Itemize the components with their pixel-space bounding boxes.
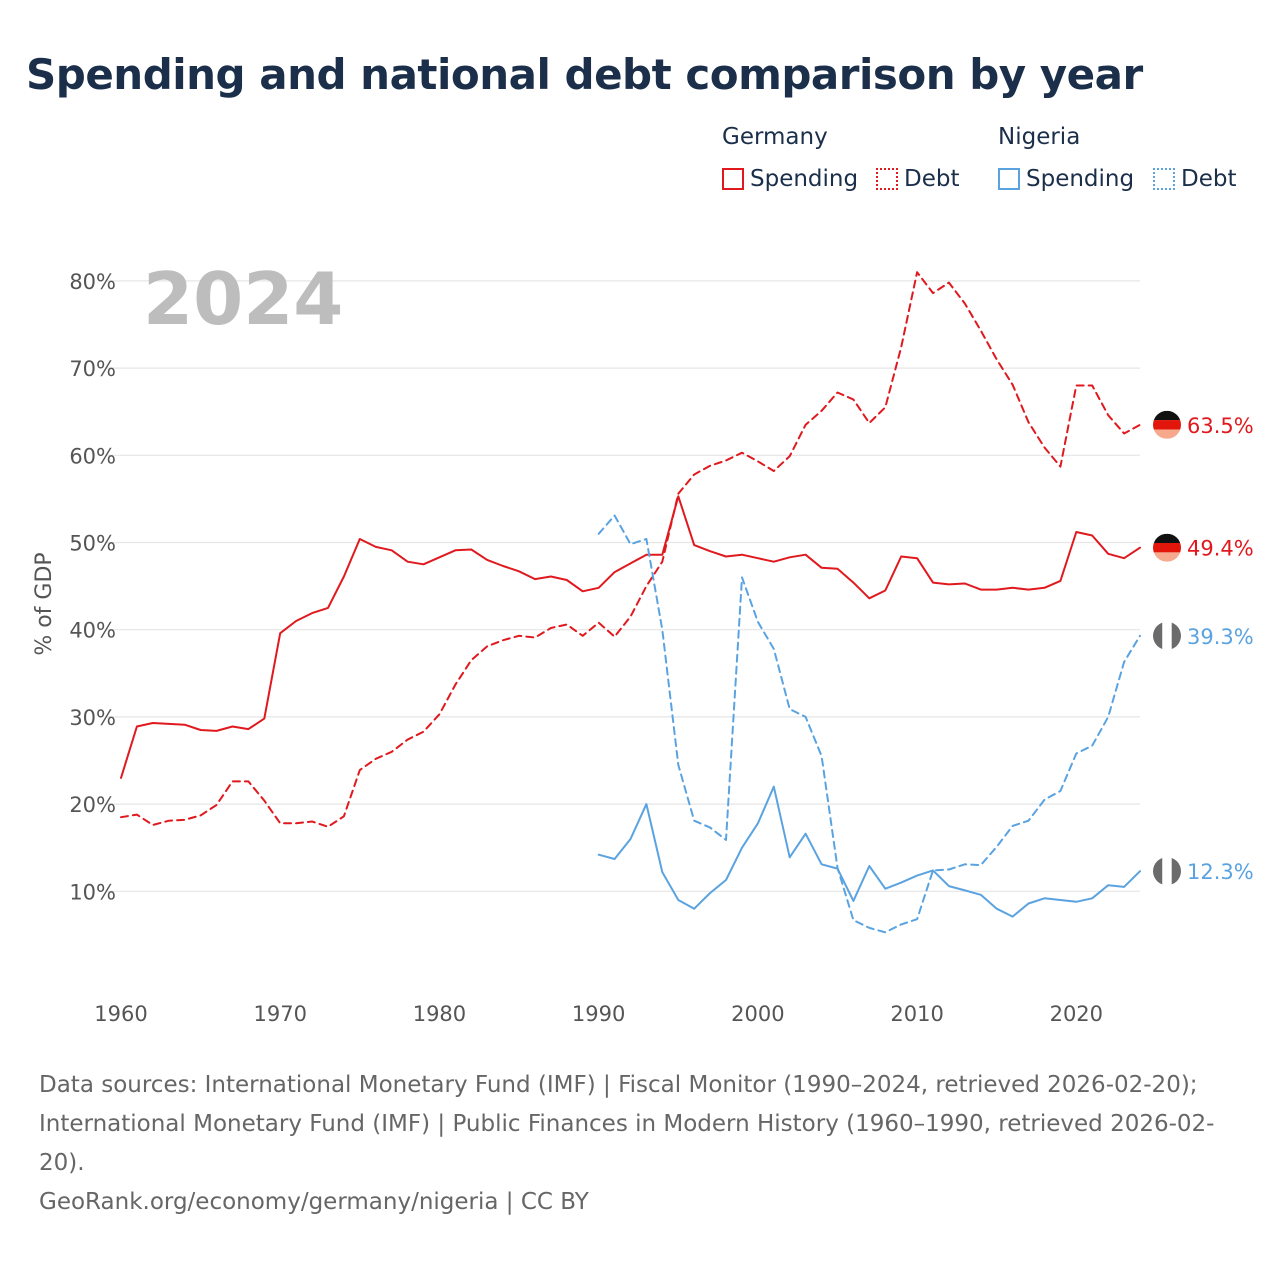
y-tick-label: 80% [69,270,116,294]
legend-entry-label: Spending [750,166,859,192]
germany-flag-icon [1153,410,1181,439]
series-line-nigeria-debt[interactable] [597,514,1141,934]
legend-entry-germany-debt[interactable]: Debt [876,166,959,192]
data-sources-text: Data sources: International Monetary Fun… [39,1072,1215,1176]
y-axis-label: % of GDP [32,552,57,655]
x-tick-label: 2000 [731,1002,784,1026]
x-tick-label: 1970 [253,1002,306,1026]
y-tick-label: 70% [69,357,116,381]
footer: Data sources: International Monetary Fun… [39,1066,1239,1222]
credit-link[interactable]: GeoRank.org/economy/germany/nigeria | CC… [39,1189,589,1215]
x-tick-label: 1960 [94,1002,147,1026]
y-tick-label: 30% [69,706,116,730]
legend-swatch-dashed-icon [876,168,898,190]
y-tick-label: 60% [69,444,116,468]
legend-swatch-dashed-icon [1153,168,1175,190]
y-axis-ticks: 10% 20% 30% 40% 50% 60% 70% 80% [69,270,116,904]
year-watermark: 2024 [143,257,343,341]
end-value-label: 12.3% [1187,860,1254,884]
legend-entry-label: Spending [1026,166,1135,192]
series-line-germany-debt[interactable] [120,271,1141,828]
series-lines [120,271,1141,934]
legend-group-title: Nigeria [998,124,1081,150]
nigeria-flag-icon [1153,857,1181,886]
x-tick-label: 1990 [572,1002,625,1026]
legend-entry-nigeria-debt[interactable]: Debt [1153,166,1236,192]
x-tick-label: 2020 [1050,1002,1103,1026]
end-value-label: 63.5% [1187,414,1254,438]
x-tick-label: 2010 [890,1002,943,1026]
chart-title: Spending and national debt comparison by… [26,50,1143,99]
series-line-germany-spending[interactable] [120,495,1141,779]
legend-entry-label: Debt [904,166,960,192]
end-value-label: 49.4% [1187,537,1254,561]
line-chart: 2024 10%20%30%40%50%60%70%80% 1960 1970 19… [32,257,1254,1026]
germany-flag-icon [1153,533,1181,562]
legend-swatch-solid-icon [998,168,1020,190]
legend-entry-nigeria-spending[interactable]: Spending [998,166,1134,192]
y-tick-label: 10% [69,880,116,904]
y-tick-label: 40% [69,619,116,643]
series-line-nigeria-spending[interactable] [597,785,1141,918]
end-value-label: 39.3% [1187,625,1254,649]
legend-entry-label: Debt [1181,166,1237,192]
y-tick-label: 50% [69,532,116,556]
grid-lines [107,280,1140,892]
legend-group-title: Germany [722,124,828,150]
x-tick-label: 1980 [413,1002,466,1026]
legend-swatch-solid-icon [722,168,744,190]
x-axis-ticks: 1960 1970 1980 1990 2000 2010 2020 [94,1002,1103,1026]
nigeria-flag-icon [1153,621,1181,650]
y-tick-label: 20% [69,793,116,817]
end-markers: 49.4% 63.5% 12.3% 39.3% [1153,410,1254,886]
legend-entry-germany-spending[interactable]: Spending [722,166,858,192]
